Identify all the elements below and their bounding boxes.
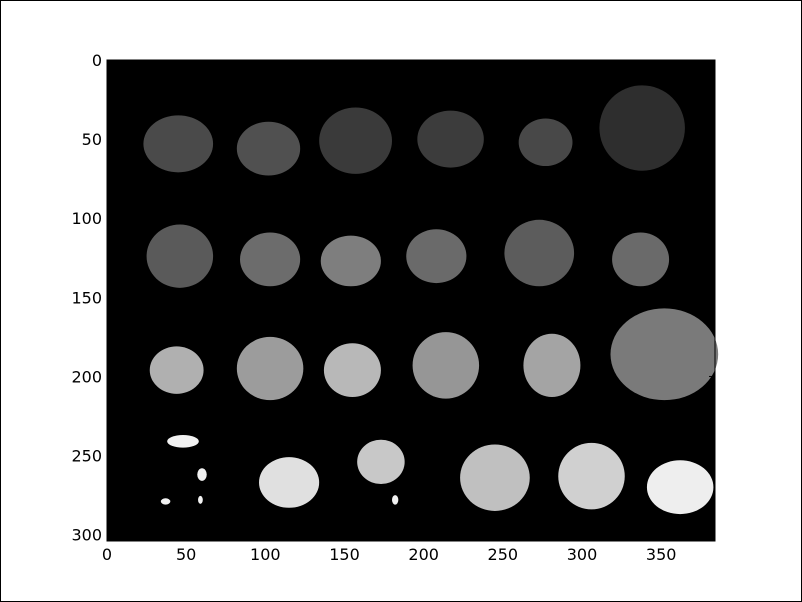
blob-13 xyxy=(149,346,204,394)
blob-16 xyxy=(412,332,480,399)
blob-21 xyxy=(460,444,530,511)
blob-14 xyxy=(236,336,304,401)
y-tick-label: 300 xyxy=(71,526,102,545)
y-tick-label: 200 xyxy=(71,367,102,386)
blob-11 xyxy=(504,219,575,287)
blob-26 xyxy=(160,498,171,505)
blob-7 xyxy=(146,224,214,288)
axes: 0 50 100 150 200 250 300 350 0 50 100 150 200 250 300 xyxy=(71,51,716,564)
x-tick-label: 150 xyxy=(329,545,360,564)
blob-2 xyxy=(236,121,301,176)
blob-24 xyxy=(167,434,199,448)
y-tick-label: 100 xyxy=(71,209,102,228)
x-tick-label: 250 xyxy=(488,545,519,564)
blob-19 xyxy=(259,457,320,508)
blob-23 xyxy=(646,460,714,515)
blob-1 xyxy=(143,115,214,173)
blob-6 xyxy=(599,85,685,171)
blob-10 xyxy=(406,229,467,284)
blob-28 xyxy=(392,495,399,505)
x-tick-label: 0 xyxy=(102,545,112,564)
y-tick-label: 150 xyxy=(71,288,102,307)
x-tick-label: 350 xyxy=(646,545,677,564)
image-layer xyxy=(107,60,719,541)
x-tick-label: 200 xyxy=(408,545,439,564)
blob-12 xyxy=(612,232,670,287)
blob-27 xyxy=(198,495,203,504)
y-tick-label: 250 xyxy=(71,447,102,466)
blob-18 xyxy=(610,308,719,401)
blob-15 xyxy=(323,343,381,398)
blob-8 xyxy=(240,232,301,287)
y-tick-label: 50 xyxy=(82,130,102,149)
x-tick-label: 300 xyxy=(567,545,598,564)
blob-9 xyxy=(320,235,381,287)
blob-20 xyxy=(357,439,405,485)
blob-25 xyxy=(197,468,207,481)
blob-17 xyxy=(523,333,581,398)
x-tick-label: 50 xyxy=(176,545,196,564)
x-tick-label: 100 xyxy=(250,545,281,564)
blob-3 xyxy=(319,107,393,174)
blob-4 xyxy=(417,110,484,168)
y-tick-label: 0 xyxy=(92,51,102,70)
axes-border xyxy=(106,59,716,542)
blob-22 xyxy=(558,442,625,510)
blob-5 xyxy=(518,118,573,167)
